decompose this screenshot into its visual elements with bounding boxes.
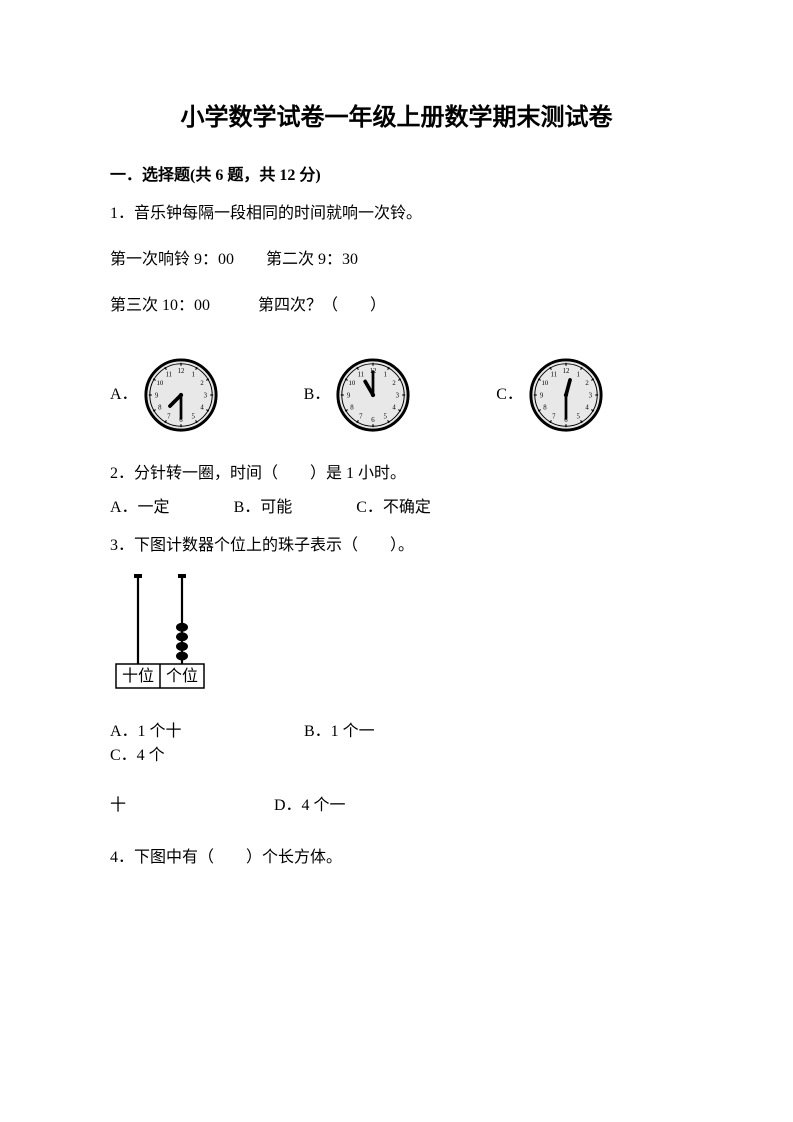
svg-text:8: 8 <box>543 405 547 412</box>
q3-options-line1: A．1 个十 B．1 个一 C．4 个 <box>110 720 683 768</box>
q1-option-c[interactable]: C． 123456789101112 <box>496 356 605 434</box>
svg-text:10: 10 <box>349 380 356 387</box>
abacus-icon: 十位个位 <box>110 572 220 692</box>
svg-text:5: 5 <box>576 414 580 421</box>
svg-text:个位: 个位 <box>166 667 198 685</box>
svg-text:11: 11 <box>165 371 172 378</box>
question-2: 2．分针转一圈，时间（ ）是 1 小时。 A．一定 B．可能 C．不确定 <box>110 462 683 520</box>
abacus-figure: 十位个位 <box>110 572 683 700</box>
svg-text:3: 3 <box>396 392 400 399</box>
svg-text:1: 1 <box>384 371 387 378</box>
svg-text:11: 11 <box>358 371 365 378</box>
svg-text:1: 1 <box>191 371 194 378</box>
svg-text:10: 10 <box>541 380 548 387</box>
q1-option-b[interactable]: B． 123456789101112 <box>304 356 413 434</box>
svg-text:12: 12 <box>177 368 184 375</box>
svg-text:2: 2 <box>200 380 204 387</box>
q3-options-line2: 十 D．4 个一 <box>110 794 683 818</box>
q3-stem: 3．下图计数器个位上的珠子表示（ ）。 <box>110 534 683 558</box>
svg-text:5: 5 <box>191 414 195 421</box>
svg-text:8: 8 <box>158 405 162 412</box>
svg-text:10: 10 <box>156 380 163 387</box>
clock-icon: 123456789101112 <box>527 356 605 434</box>
svg-text:8: 8 <box>350 405 354 412</box>
section-heading: 一．选择题(共 6 题，共 12 分) <box>110 164 683 188</box>
q4-stem: 4．下图中有（ ）个长方体。 <box>110 846 683 870</box>
question-1: 1．音乐钟每隔一段相同的时间就响一次铃。 第一次响铃 9：00 第二次 9：30… <box>110 202 683 434</box>
svg-text:十位: 十位 <box>122 667 154 685</box>
q3-option-c-part1[interactable]: C．4 个 <box>110 744 300 768</box>
q1-options-row: A． 123456789101112 B． 123456789101112 C．… <box>110 356 683 434</box>
clock-icon: 123456789101112 <box>142 356 220 434</box>
q1-option-a[interactable]: A． 123456789101112 <box>110 356 220 434</box>
svg-text:7: 7 <box>552 414 556 421</box>
svg-text:7: 7 <box>167 414 171 421</box>
svg-text:4: 4 <box>200 405 204 412</box>
exam-page: 小学数学试卷一年级上册数学期末测试卷 一．选择题(共 6 题，共 12 分) 1… <box>0 0 793 1122</box>
svg-text:5: 5 <box>384 414 388 421</box>
svg-text:4: 4 <box>393 405 397 412</box>
clock-icon: 123456789101112 <box>334 356 412 434</box>
q1-stem: 1．音乐钟每隔一段相同的时间就响一次铃。 <box>110 202 683 226</box>
svg-text:7: 7 <box>359 414 363 421</box>
svg-text:3: 3 <box>589 392 593 399</box>
q2-options: A．一定 B．可能 C．不确定 <box>110 496 683 520</box>
q3-option-a[interactable]: A．1 个十 <box>110 720 300 744</box>
svg-text:9: 9 <box>347 392 351 399</box>
svg-text:2: 2 <box>585 380 589 387</box>
q3-option-b[interactable]: B．1 个一 <box>304 720 494 744</box>
page-title: 小学数学试卷一年级上册数学期末测试卷 <box>110 100 683 136</box>
svg-text:1: 1 <box>576 371 579 378</box>
q1-opt-b-label: B． <box>304 383 331 407</box>
q3-option-c-part2[interactable]: 十 <box>110 794 270 818</box>
question-3: 3．下图计数器个位上的珠子表示（ ）。 十位个位 A．1 个十 B．1 个一 C… <box>110 534 683 818</box>
q1-opt-c-label: C． <box>496 383 523 407</box>
svg-text:4: 4 <box>585 405 589 412</box>
svg-text:12: 12 <box>563 368 570 375</box>
question-4: 4．下图中有（ ）个长方体。 <box>110 846 683 870</box>
svg-text:9: 9 <box>540 392 544 399</box>
svg-text:6: 6 <box>372 417 376 424</box>
q1-line2: 第一次响铃 9：00 第二次 9：30 <box>110 248 683 272</box>
q2-option-c[interactable]: C．不确定 <box>356 496 431 520</box>
q2-option-a[interactable]: A．一定 <box>110 496 170 520</box>
q2-stem: 2．分针转一圈，时间（ ）是 1 小时。 <box>110 462 683 486</box>
q2-option-b[interactable]: B．可能 <box>234 496 293 520</box>
svg-text:11: 11 <box>550 371 557 378</box>
svg-text:9: 9 <box>154 392 158 399</box>
svg-text:2: 2 <box>393 380 397 387</box>
q1-opt-a-label: A． <box>110 383 138 407</box>
q1-line3: 第三次 10：00 第四次？（ ） <box>110 294 683 318</box>
q3-option-d[interactable]: D．4 个一 <box>274 797 346 814</box>
svg-text:3: 3 <box>203 392 207 399</box>
